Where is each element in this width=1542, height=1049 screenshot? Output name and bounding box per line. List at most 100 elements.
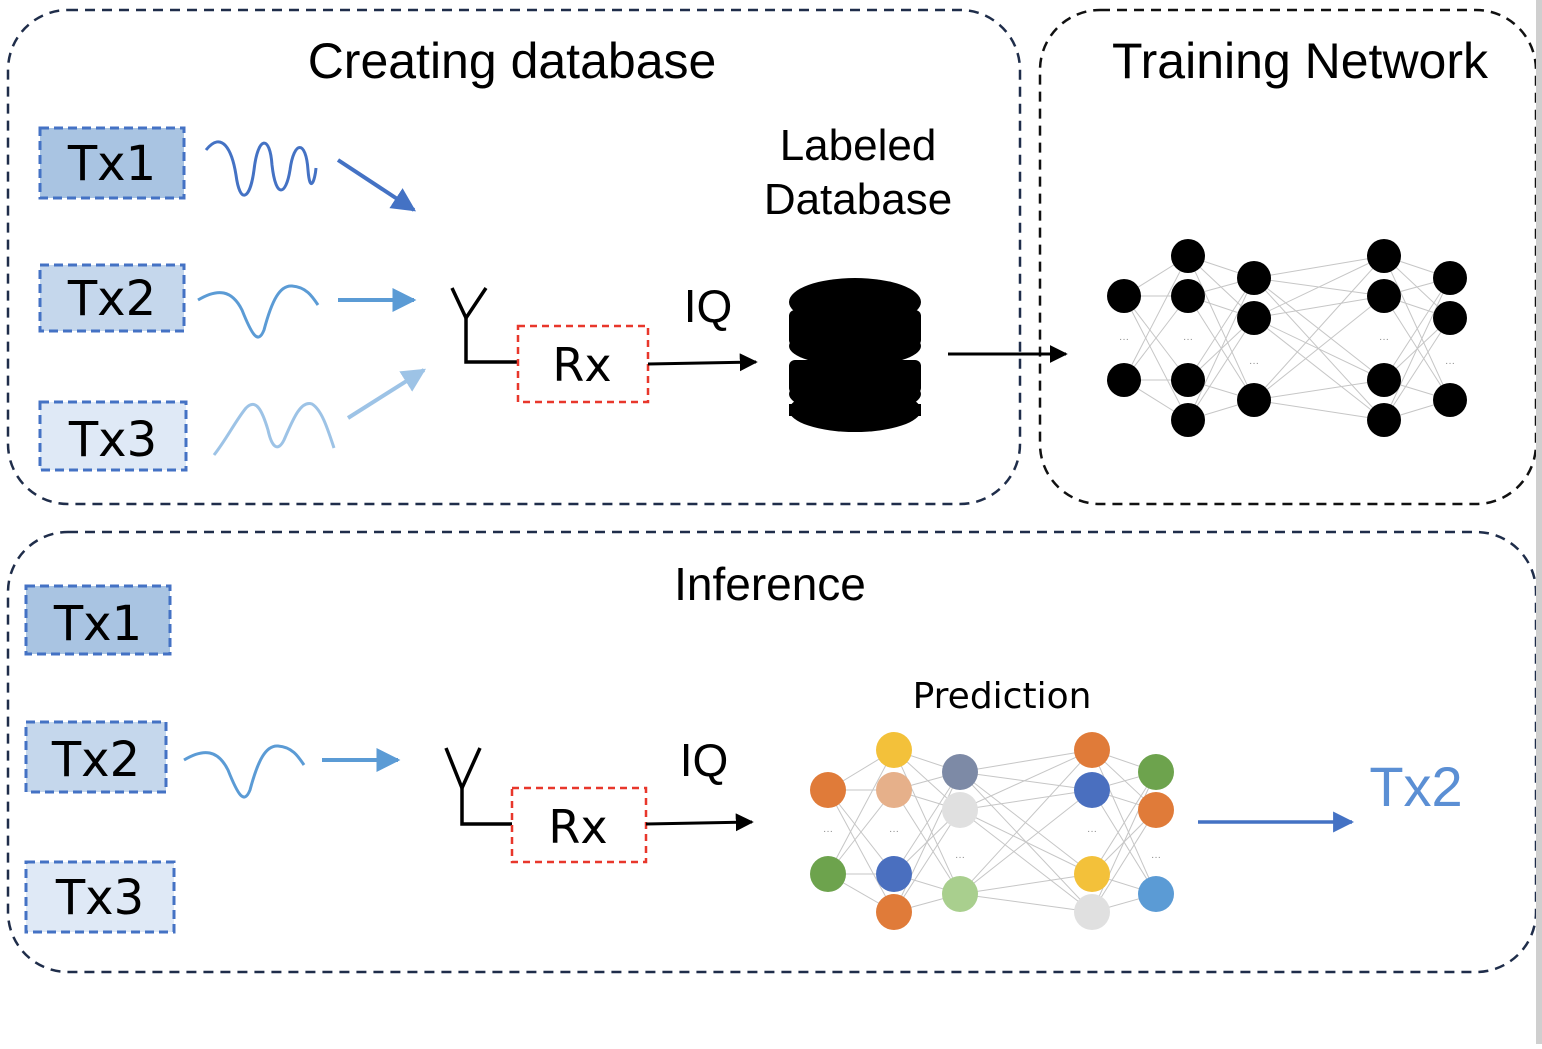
tx3-label: Tx3 [68,412,157,468]
tx2-waveform [197,284,320,339]
prediction-network-node [1074,772,1110,808]
right-edge-strip [1536,0,1542,1044]
training-network-edge [1253,295,1385,401]
training-network-edge [1253,379,1385,401]
inference-tx1-box: Tx1 [24,584,172,656]
training-network-edge [1187,255,1255,401]
prediction-network-edges [827,749,1157,913]
inference-iq-label: IQ [680,734,729,786]
prediction-network-node [1138,754,1174,790]
prediction-network-edge [1091,771,1157,875]
training-network-edge [1123,295,1189,381]
inference-tx2-box: Tx2 [24,720,168,794]
prediction-network-ellipsis: ··· [889,826,899,837]
training-network-edge [1187,317,1255,421]
output-label: Tx2 [1369,755,1462,818]
iq-arrow [647,353,758,372]
prediction-neural-network: ··· ··· ··· ··· ··· [810,732,1174,930]
prediction-network-node [942,876,978,912]
inference-title: Inference [674,558,866,610]
training-network-edge [1187,277,1255,381]
training-network-ellipsis: ··· [1249,358,1259,369]
tx2-label: Tx2 [67,271,156,327]
prediction-network-edge [893,771,961,875]
antenna-icon [450,287,518,364]
prediction-network-edge [893,809,961,913]
tx3-box: Tx3 [38,400,188,472]
training-network-edge [1253,399,1385,421]
inference-antenna-icon [444,747,514,826]
training-network-node [1171,279,1205,313]
tx3-arrow [346,368,427,420]
training-network-node [1237,301,1271,335]
tx1-box: Tx1 [38,126,186,200]
training-network-edge [1383,277,1451,381]
training-network-node [1237,383,1271,417]
creating-database-title: Creating database [308,33,717,89]
training-network-edge [1383,277,1451,421]
inference-section [6,530,1538,974]
prediction-network-node [810,772,846,808]
prediction-network-node [1138,792,1174,828]
training-network-node [1367,239,1401,273]
inference-tx1-label: Tx1 [53,596,142,652]
training-network-node [1171,363,1205,397]
training-network-edge [1253,317,1385,421]
training-network-node [1171,403,1205,437]
training-network-title: Training Network [1112,33,1489,89]
prediction-network-edge [959,749,1093,773]
prediction-network-nodes: ··· ··· ··· ··· ··· [810,732,1174,930]
tx3-waveform [212,402,336,456]
training-network-edge [1253,255,1385,319]
training-network-edge [1187,277,1255,421]
tx1-waveform [204,140,318,197]
prediction-network-node [1074,732,1110,768]
prediction-network-node [876,856,912,892]
prediction-network-edge [827,749,895,875]
prediction-network-ellipsis: ··· [955,852,965,863]
tx1-label: Tx1 [67,136,156,192]
training-network-edge [1383,255,1451,401]
prediction-network-edge [893,749,961,895]
training-network-ellipsis: ··· [1379,334,1389,345]
prediction-network-node [1138,876,1174,912]
tx1-arrow [336,158,417,212]
inference-iq-arrow [645,813,754,832]
training-network-node [1107,279,1141,313]
prediction-network-node [1074,856,1110,892]
training-network-nodes: ··· ··· ··· ··· ··· [1107,239,1467,437]
prediction-network-edge [959,771,1093,875]
training-network-node [1433,261,1467,295]
prediction-network-edge [959,749,1093,895]
prediction-network-node [1074,894,1110,930]
training-network-ellipsis: ··· [1183,334,1193,345]
training-network-node [1367,279,1401,313]
prediction-network-edge [959,789,1093,811]
prediction-network-node [810,856,846,892]
prediction-network-edge [959,809,1093,913]
training-network-node [1433,301,1467,335]
training-network-edge [1123,295,1189,421]
prediction-network-node [942,754,978,790]
training-network-edge [1253,255,1385,401]
training-network-node [1367,363,1401,397]
training-network-node [1433,383,1467,417]
iq-label: IQ [684,280,733,332]
database-label-line2: Database [764,175,952,224]
training-network-ellipsis: ··· [1119,334,1129,345]
prediction-network-edge [959,893,1093,913]
training-network-edge [1253,277,1385,381]
database-label-line1: Labeled [780,121,937,170]
prediction-network-node [876,894,912,930]
training-network-node [1237,261,1271,295]
rx-label: Rx [552,338,611,392]
tx2-box: Tx2 [38,263,186,333]
prediction-network-ellipsis: ··· [823,826,833,837]
training-network-edge [1123,255,1189,381]
inference-tx2-label: Tx2 [51,732,140,788]
inference-tx3-label: Tx3 [55,870,144,926]
inference-tx2-waveform [183,744,306,799]
prediction-network-edge [959,789,1093,895]
training-network-node [1171,239,1205,273]
